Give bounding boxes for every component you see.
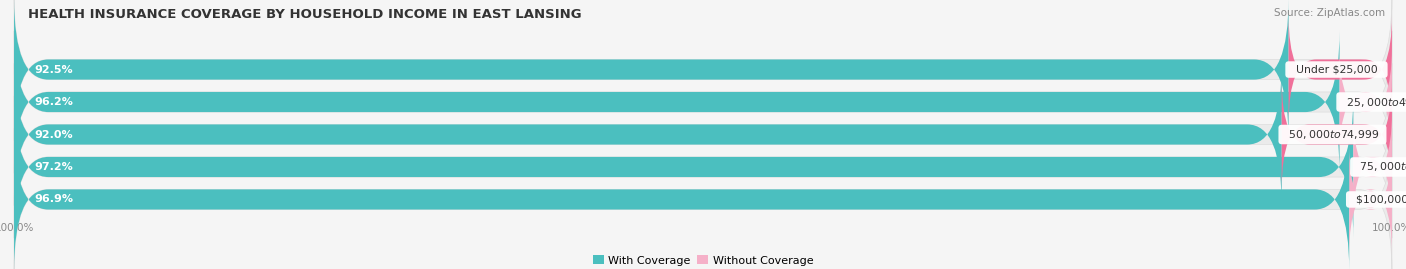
- FancyBboxPatch shape: [14, 31, 1392, 173]
- Text: 96.2%: 96.2%: [35, 97, 73, 107]
- FancyBboxPatch shape: [1282, 80, 1392, 189]
- Legend: With Coverage, Without Coverage: With Coverage, Without Coverage: [588, 251, 818, 269]
- Text: 96.9%: 96.9%: [35, 194, 73, 204]
- Text: $25,000 to $49,999: $25,000 to $49,999: [1340, 95, 1406, 108]
- FancyBboxPatch shape: [14, 128, 1350, 269]
- Text: $75,000 to $99,999: $75,000 to $99,999: [1354, 161, 1406, 174]
- Text: Source: ZipAtlas.com: Source: ZipAtlas.com: [1274, 8, 1385, 18]
- FancyBboxPatch shape: [14, 96, 1392, 238]
- Text: 92.5%: 92.5%: [35, 65, 73, 75]
- Text: $50,000 to $74,999: $50,000 to $74,999: [1282, 128, 1384, 141]
- FancyBboxPatch shape: [14, 128, 1392, 269]
- Text: $100,000 and over: $100,000 and over: [1350, 194, 1406, 204]
- FancyBboxPatch shape: [14, 63, 1392, 206]
- Text: 92.0%: 92.0%: [35, 129, 73, 140]
- FancyBboxPatch shape: [1354, 112, 1392, 222]
- FancyBboxPatch shape: [1350, 144, 1392, 254]
- Text: 97.2%: 97.2%: [35, 162, 73, 172]
- FancyBboxPatch shape: [1340, 47, 1392, 157]
- FancyBboxPatch shape: [1289, 15, 1392, 125]
- FancyBboxPatch shape: [14, 63, 1282, 206]
- Text: Under $25,000: Under $25,000: [1289, 65, 1385, 75]
- FancyBboxPatch shape: [14, 0, 1289, 141]
- Text: HEALTH INSURANCE COVERAGE BY HOUSEHOLD INCOME IN EAST LANSING: HEALTH INSURANCE COVERAGE BY HOUSEHOLD I…: [28, 8, 582, 21]
- FancyBboxPatch shape: [14, 96, 1354, 238]
- FancyBboxPatch shape: [14, 31, 1340, 173]
- FancyBboxPatch shape: [14, 0, 1392, 141]
